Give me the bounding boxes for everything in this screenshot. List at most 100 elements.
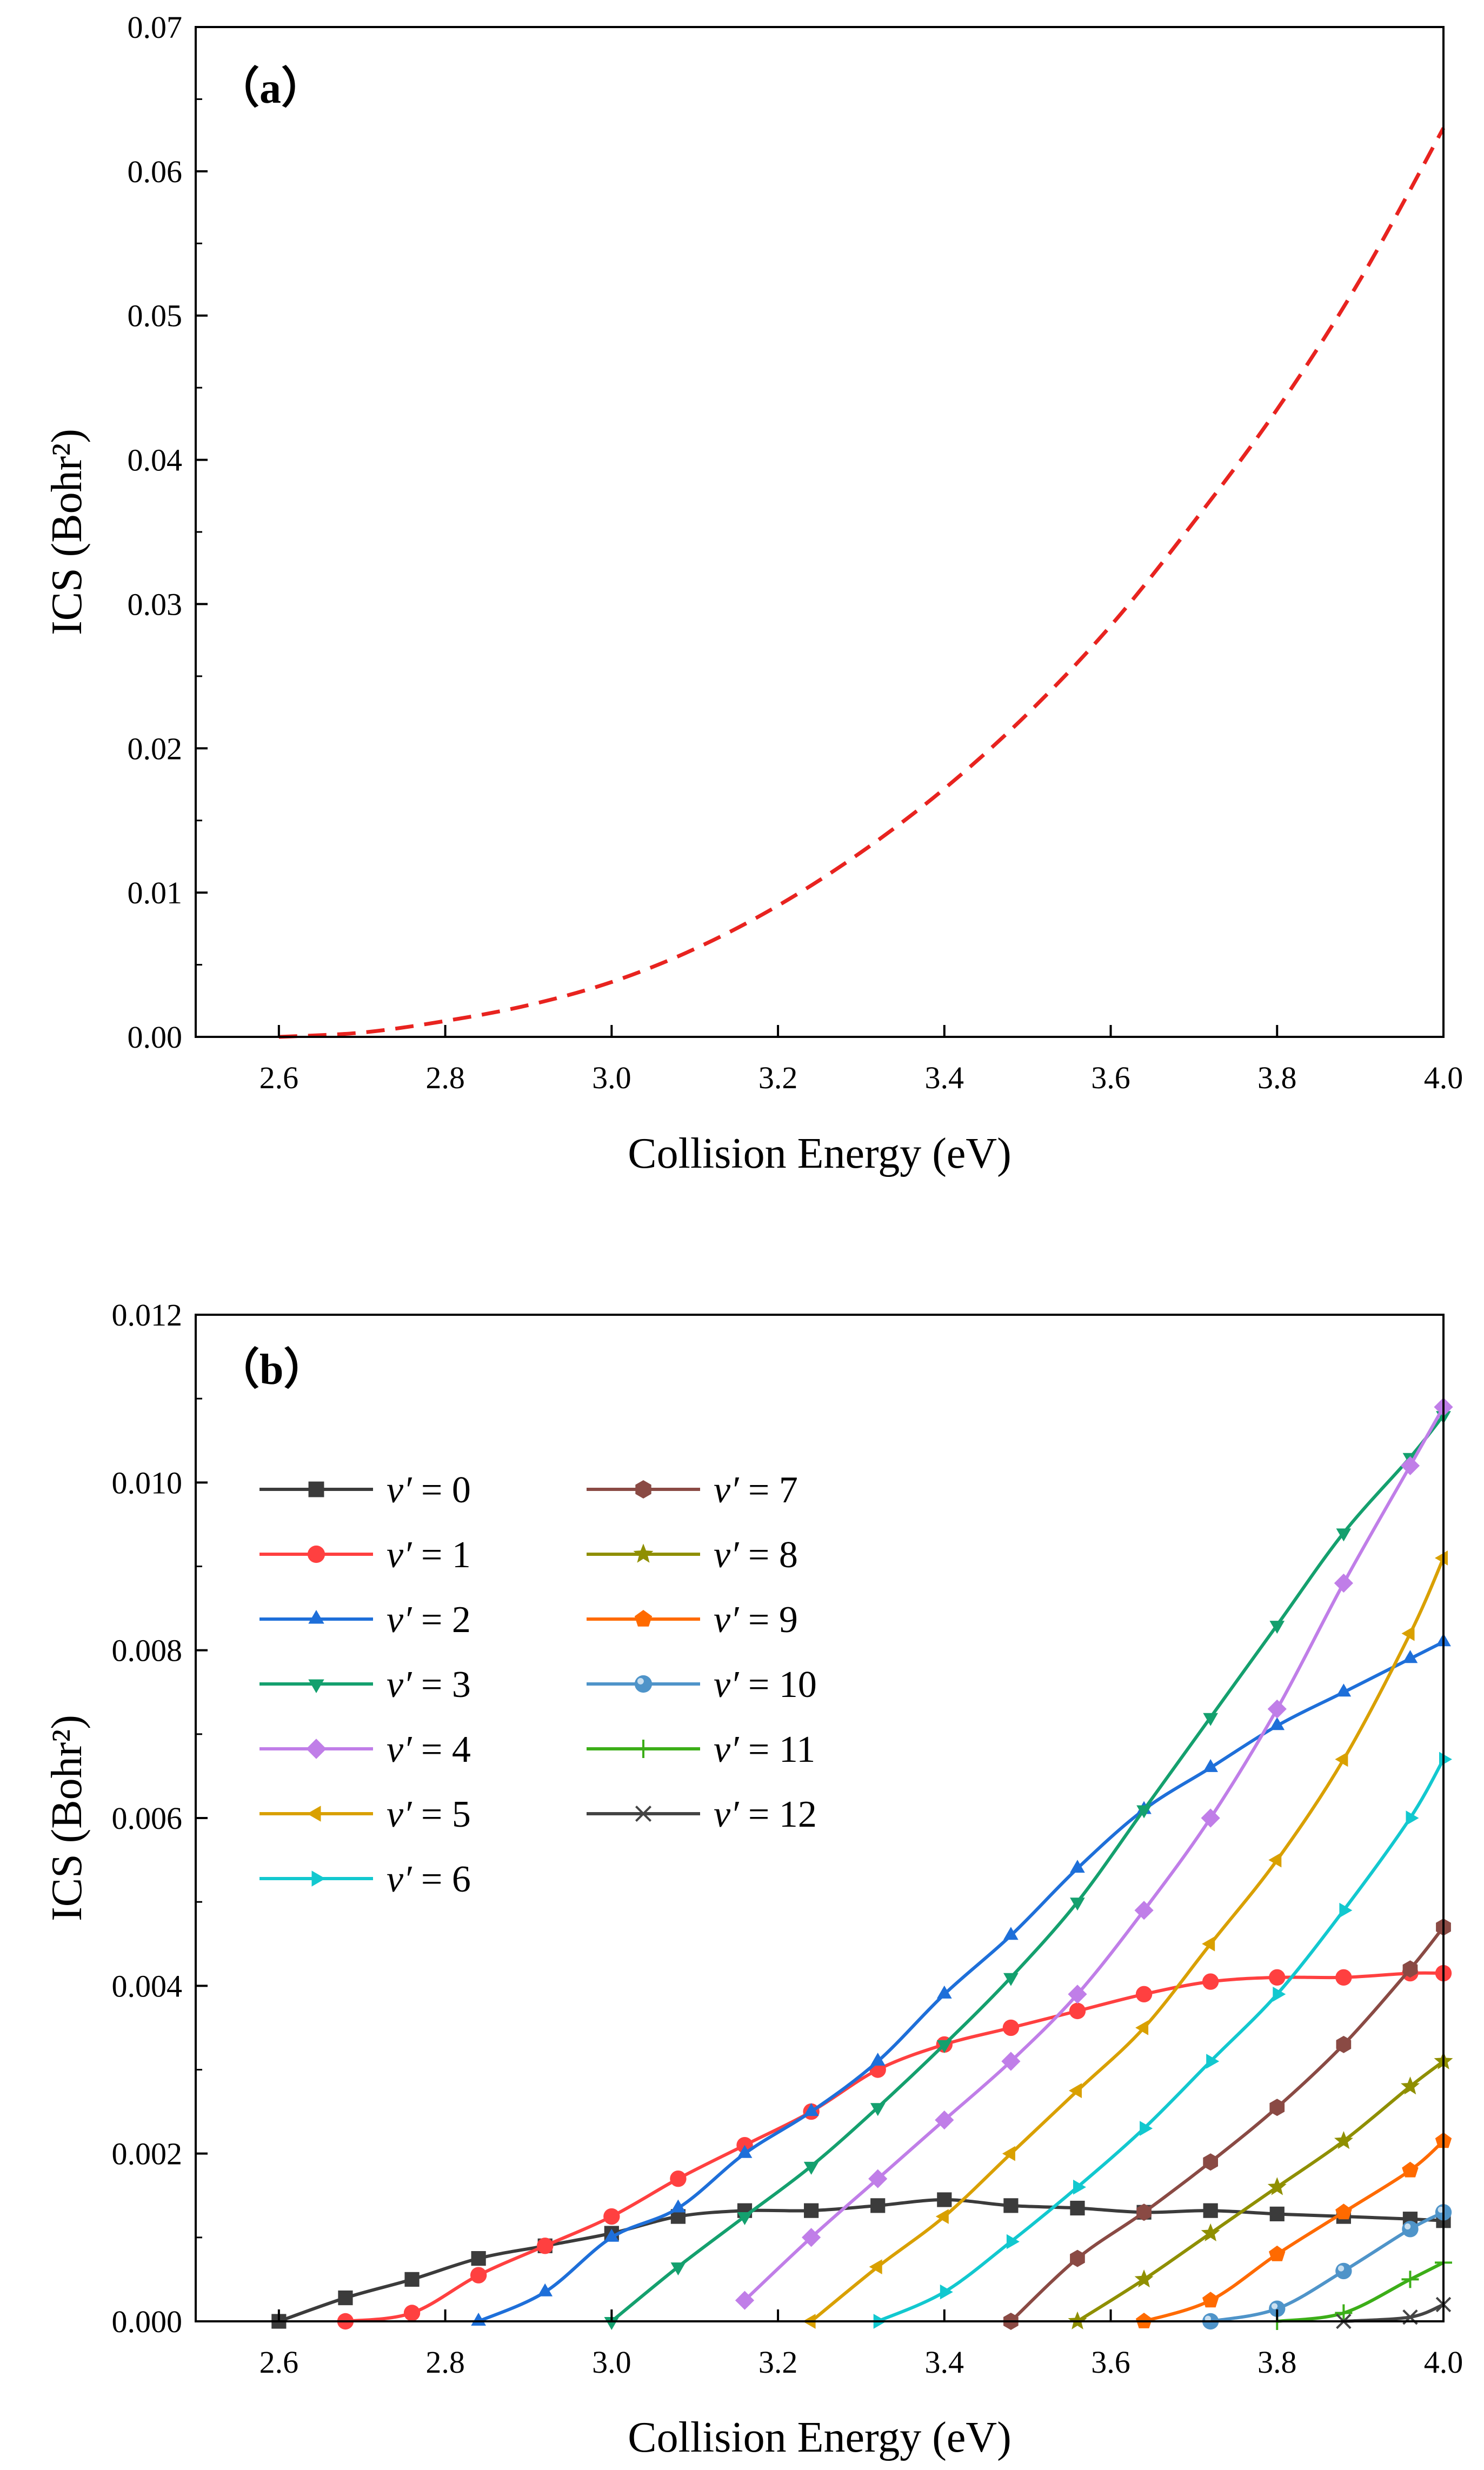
series-v5-marker xyxy=(1401,1626,1415,1641)
series-v6-marker xyxy=(1006,2234,1020,2249)
legend-marker xyxy=(635,1480,651,1499)
series-v2-marker xyxy=(537,2283,553,2296)
series-v1-marker xyxy=(403,2305,421,2321)
series-v9-marker xyxy=(1335,2203,1352,2220)
series-v2 xyxy=(471,1633,1451,2326)
legend-marker xyxy=(307,1806,321,1822)
series-v1-marker xyxy=(1069,2002,1086,2020)
series-v2-marker xyxy=(1269,1717,1285,1730)
series-v8-marker xyxy=(1134,2269,1154,2288)
legend-marker xyxy=(635,1805,652,1822)
series-v8-marker xyxy=(1267,2177,1287,2195)
panel-b-x-tick-label: 3.4 xyxy=(925,2345,964,2380)
series-v11-marker xyxy=(1401,2271,1419,2288)
series-v2-marker xyxy=(1003,1927,1019,1940)
panel-a-x-tick-label: 2.6 xyxy=(259,1060,299,1095)
series-v5-line xyxy=(810,1557,1445,2323)
series-v6-marker xyxy=(1273,1987,1286,2002)
series-v7-marker xyxy=(1336,2035,1352,2053)
panel-b-x-tick-label: 2.8 xyxy=(425,2345,465,2380)
series-v7-marker xyxy=(1269,2099,1285,2116)
series-v1-marker xyxy=(603,2208,620,2225)
legend-marker xyxy=(634,1610,653,1627)
series-v1 xyxy=(337,1965,1452,2330)
series-v9-marker xyxy=(1269,2245,1286,2261)
series-v6-marker xyxy=(1073,2179,1086,2195)
series-v8-marker xyxy=(1334,2131,1353,2149)
panel-b-y-tick-label: 0.002 xyxy=(112,2136,183,2172)
series-v2-marker xyxy=(1402,1650,1418,1663)
panel-a-y-axis-title: ICS (Bohr²) xyxy=(43,429,91,635)
legend-symbol: v′ xyxy=(714,1729,740,1770)
series-v6-marker xyxy=(1339,1902,1353,1918)
legend-item-v5: v′ = 5 xyxy=(259,1794,471,1835)
series-v3-marker xyxy=(1136,1805,1152,1819)
legend-symbol: v′ xyxy=(714,1794,740,1835)
series-v10-marker xyxy=(1335,2262,1352,2280)
panel-a-y-tick-label: 0.05 xyxy=(128,298,183,334)
series-v4-marker xyxy=(1001,2052,1021,2071)
legend-marker xyxy=(634,1675,653,1693)
legend-value: = 6 xyxy=(411,1859,470,1900)
legend-item-v4: v′ = 4 xyxy=(259,1729,471,1770)
panel-a-y-tick-label: 0.06 xyxy=(128,154,183,189)
series-v3-marker xyxy=(1070,1898,1085,1911)
panel-b-y-tick-label: 0.008 xyxy=(112,1633,183,1668)
series-v4-marker xyxy=(1267,1699,1287,1719)
legend-label: v′ = 4 xyxy=(387,1729,471,1770)
legend-value: = 12 xyxy=(738,1794,816,1835)
series-v8-line xyxy=(1076,2060,1445,2323)
series-v10-marker-highlight xyxy=(1337,2265,1345,2272)
series-v0-marker xyxy=(937,2192,952,2207)
legend-marker xyxy=(307,1545,325,1563)
legend-symbol: v′ xyxy=(714,1534,740,1576)
series-v3-marker xyxy=(936,2040,952,2053)
series-v5-marker xyxy=(1069,2083,1082,2099)
series-v6-marker xyxy=(1406,1810,1419,1826)
series-v0-marker xyxy=(870,2198,886,2213)
series-v8-marker xyxy=(1401,2076,1420,2095)
series-v5-marker xyxy=(1268,1852,1282,1868)
legend-symbol: v′ xyxy=(387,1469,412,1511)
series-v3 xyxy=(604,1411,1451,2330)
series-v4-marker xyxy=(735,2291,755,2310)
legend-marker xyxy=(634,1740,653,1758)
series-v1-marker xyxy=(670,2171,687,2187)
legend-item-v11: v′ = 11 xyxy=(587,1729,815,1770)
legend-label: v′ = 12 xyxy=(714,1794,817,1835)
series-v10-marker xyxy=(1402,2221,1419,2238)
panel-b-x-tick-label: 4.0 xyxy=(1424,2345,1463,2380)
legend-symbol: v′ xyxy=(714,1599,740,1641)
legend-value: = 9 xyxy=(738,1599,797,1641)
legend-symbol: v′ xyxy=(387,1534,412,1576)
legend-marker xyxy=(306,1739,327,1759)
panel-b-chart: 2.6 2.8 3.0 3.2 3.4 3.6 3.8 4.0 0.000 0.002 0.004 0… xyxy=(43,1297,1463,2461)
series-v2-marker xyxy=(870,2053,886,2066)
series-v9-marker xyxy=(1202,2292,1219,2308)
legend-item-v0: v′ = 0 xyxy=(259,1469,471,1511)
legend-value: = 3 xyxy=(411,1664,470,1706)
series-v11 xyxy=(1268,2254,1452,2330)
legend-label: v′ = 0 xyxy=(387,1469,471,1511)
series-v3-marker xyxy=(803,2161,819,2175)
panel-b-y-tick-label: 0.004 xyxy=(112,1968,183,2003)
legend-label: v′ = 1 xyxy=(387,1534,471,1576)
legend-symbol: v′ xyxy=(714,1469,740,1511)
series-v0-marker xyxy=(1070,2200,1085,2216)
legend-item-v9: v′ = 9 xyxy=(587,1599,798,1641)
panel-a-y-tick-label: 0.02 xyxy=(128,731,183,766)
series-v6-marker xyxy=(1439,1752,1452,1767)
series-v5-marker xyxy=(1002,2146,1015,2161)
legend-marker xyxy=(308,1610,324,1624)
series-v0-marker xyxy=(1269,2206,1285,2221)
panel-a-x-tick-label: 2.8 xyxy=(425,1060,465,1095)
panel-b-label: （b） xyxy=(216,1346,327,1394)
panel-b-x-tick-label: 3.6 xyxy=(1091,2345,1130,2380)
series-v2-marker xyxy=(737,2145,753,2158)
legend-value: = 8 xyxy=(738,1534,797,1576)
series-v3-marker xyxy=(1269,1621,1285,1634)
series-v1-marker xyxy=(1269,1969,1286,1986)
legend-item-v10: v′ = 10 xyxy=(587,1664,817,1706)
series-v6-line xyxy=(877,1758,1445,2323)
series-v4-marker xyxy=(868,2169,888,2188)
